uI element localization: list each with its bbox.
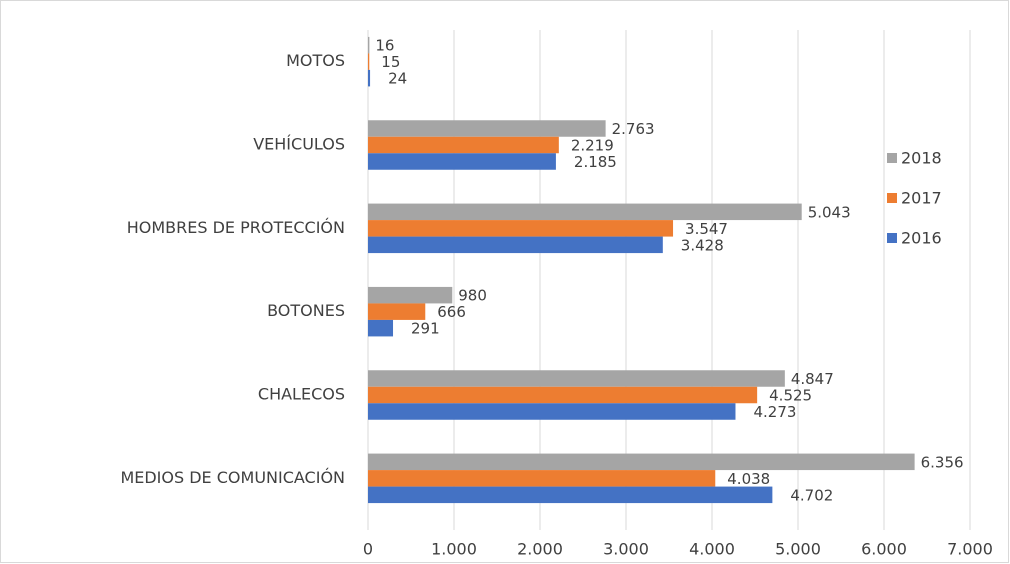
bar [368, 36, 370, 54]
bar [368, 453, 915, 471]
legend-swatch [887, 153, 897, 163]
bar [368, 136, 559, 154]
value-label: 3.428 [681, 236, 724, 254]
value-label: 5.043 [808, 203, 851, 221]
value-label: 16 [375, 37, 394, 55]
x-tick-label: 6.000 [861, 540, 907, 559]
legend-label: 2018 [901, 149, 942, 168]
category-label: MEDIOS DE COMUNICACIÓN [120, 468, 345, 487]
bar [368, 53, 370, 70]
value-label: 4.702 [790, 486, 833, 504]
bar [368, 386, 758, 404]
bar [368, 69, 371, 87]
bar [368, 236, 663, 254]
bar [368, 153, 556, 170]
bar [368, 203, 802, 221]
bar [368, 120, 606, 137]
category-label: MOTOS [286, 51, 345, 70]
value-label: 2.219 [571, 137, 614, 155]
category-label: BOTONES [267, 301, 345, 320]
value-label: 15 [381, 53, 400, 71]
x-tick-label: 5.000 [775, 540, 821, 559]
value-label: 980 [458, 287, 487, 305]
value-label: 4.038 [727, 470, 770, 488]
bar [368, 220, 674, 237]
category-label: CHALECOS [258, 385, 345, 404]
value-label: 3.547 [685, 220, 728, 238]
legend-label: 2016 [901, 229, 942, 248]
bar [368, 370, 785, 387]
x-tick-label: 2.000 [517, 540, 563, 559]
value-label: 24 [388, 70, 407, 88]
value-label: 666 [437, 303, 466, 321]
x-tick-label: 4.000 [689, 540, 735, 559]
x-tick-label: 1.000 [431, 540, 477, 559]
bar [368, 403, 736, 420]
bar [368, 286, 453, 304]
value-label: 4.847 [791, 370, 834, 388]
value-label: 2.185 [574, 153, 617, 171]
legend-label: 2017 [901, 189, 942, 208]
x-tick-label: 0 [363, 540, 373, 559]
category-label: VEHÍCULOS [253, 135, 345, 154]
value-label: 6.356 [921, 453, 964, 471]
bar [368, 303, 426, 320]
bar [368, 470, 716, 487]
bar [368, 319, 394, 337]
bar [368, 486, 773, 504]
value-label: 291 [411, 320, 440, 338]
category-label: HOMBRES DE PROTECCIÓN [127, 218, 345, 237]
legend-swatch [887, 233, 897, 243]
legend-swatch [887, 193, 897, 203]
value-label: 4.273 [753, 403, 796, 421]
x-tick-label: 3.000 [603, 540, 649, 559]
x-tick-label: 7.000 [947, 540, 993, 559]
value-label: 4.525 [769, 387, 812, 405]
value-label: 2.763 [612, 120, 655, 138]
